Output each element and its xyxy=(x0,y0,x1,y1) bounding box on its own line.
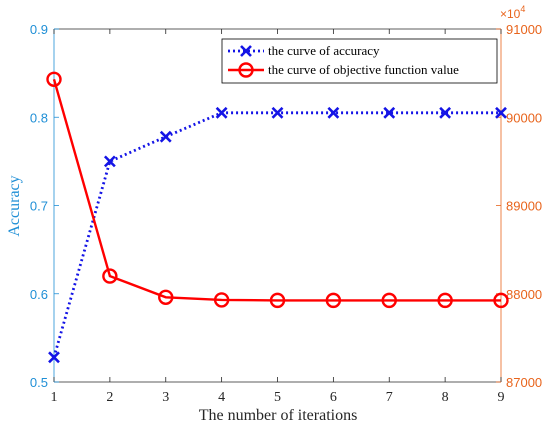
legend-accuracy-label: the curve of accuracy xyxy=(268,43,380,58)
objective-point xyxy=(325,292,342,309)
objective-point xyxy=(158,289,174,305)
series-layer xyxy=(46,71,509,364)
accuracy-point xyxy=(215,106,228,119)
objective-point xyxy=(269,292,286,309)
objective-point xyxy=(46,71,62,88)
legend: the curve of accuracy the curve of objec… xyxy=(221,38,498,84)
right-tick-label: 89000 xyxy=(506,199,542,214)
accuracy-point xyxy=(495,106,507,119)
x-tick-label: 1 xyxy=(51,390,58,405)
accuracy-point xyxy=(271,106,284,119)
right-axis-multiplier: ×104 xyxy=(500,4,525,21)
accuracy-point xyxy=(103,155,116,168)
legend-box xyxy=(221,38,498,84)
right-tick-label: 90000 xyxy=(506,110,542,125)
accuracy-point xyxy=(439,106,452,119)
x-tick-label: 3 xyxy=(162,390,169,405)
x-tick-label: 7 xyxy=(386,390,393,405)
x-tick-label: 5 xyxy=(274,390,281,405)
left-tick-label: 0.6 xyxy=(30,287,48,302)
right-tick-label: 91000 xyxy=(506,22,542,37)
left-tick-label: 0.5 xyxy=(30,375,48,390)
left-axis-title: Accuracy xyxy=(6,175,23,236)
accuracy-point xyxy=(327,106,340,119)
objective-point xyxy=(213,292,230,308)
objective-point xyxy=(493,292,509,309)
x-tick-label: 8 xyxy=(442,390,449,405)
left-tick-label: 0.8 xyxy=(30,110,48,125)
left-tick-label: 0.7 xyxy=(30,199,48,214)
right-tick-label: 87000 xyxy=(506,375,542,390)
right-tick-label: 88000 xyxy=(506,287,542,302)
accuracy-point xyxy=(48,351,60,364)
accuracy-point xyxy=(383,106,396,119)
x-tick-label: 6 xyxy=(330,390,337,405)
x-tick-label: 4 xyxy=(218,390,225,405)
left-tick-label: 0.9 xyxy=(30,22,48,37)
x-tick-label: 2 xyxy=(106,390,113,405)
legend-objective-marker xyxy=(238,62,254,78)
series-line-objective xyxy=(52,78,501,302)
accuracy-point xyxy=(159,130,172,143)
legend-accuracy-marker xyxy=(240,45,252,57)
objective-point xyxy=(102,268,118,284)
legend-objective-label: the curve of objective function value xyxy=(268,62,459,77)
objective-point xyxy=(437,292,453,309)
axes: 1 2 3 4 5 6 7 8 9 0.5 0.6 0.7 0.8 0.9 87000 88000 89000 9… xyxy=(30,22,542,405)
x-axis-title: The number of iterations xyxy=(199,407,358,424)
x-tick-label: 9 xyxy=(498,390,505,405)
objective-point xyxy=(381,292,397,309)
right-axis-multiplier-base: ×10 xyxy=(500,7,521,21)
right-axis-multiplier-exp: 4 xyxy=(520,4,525,14)
